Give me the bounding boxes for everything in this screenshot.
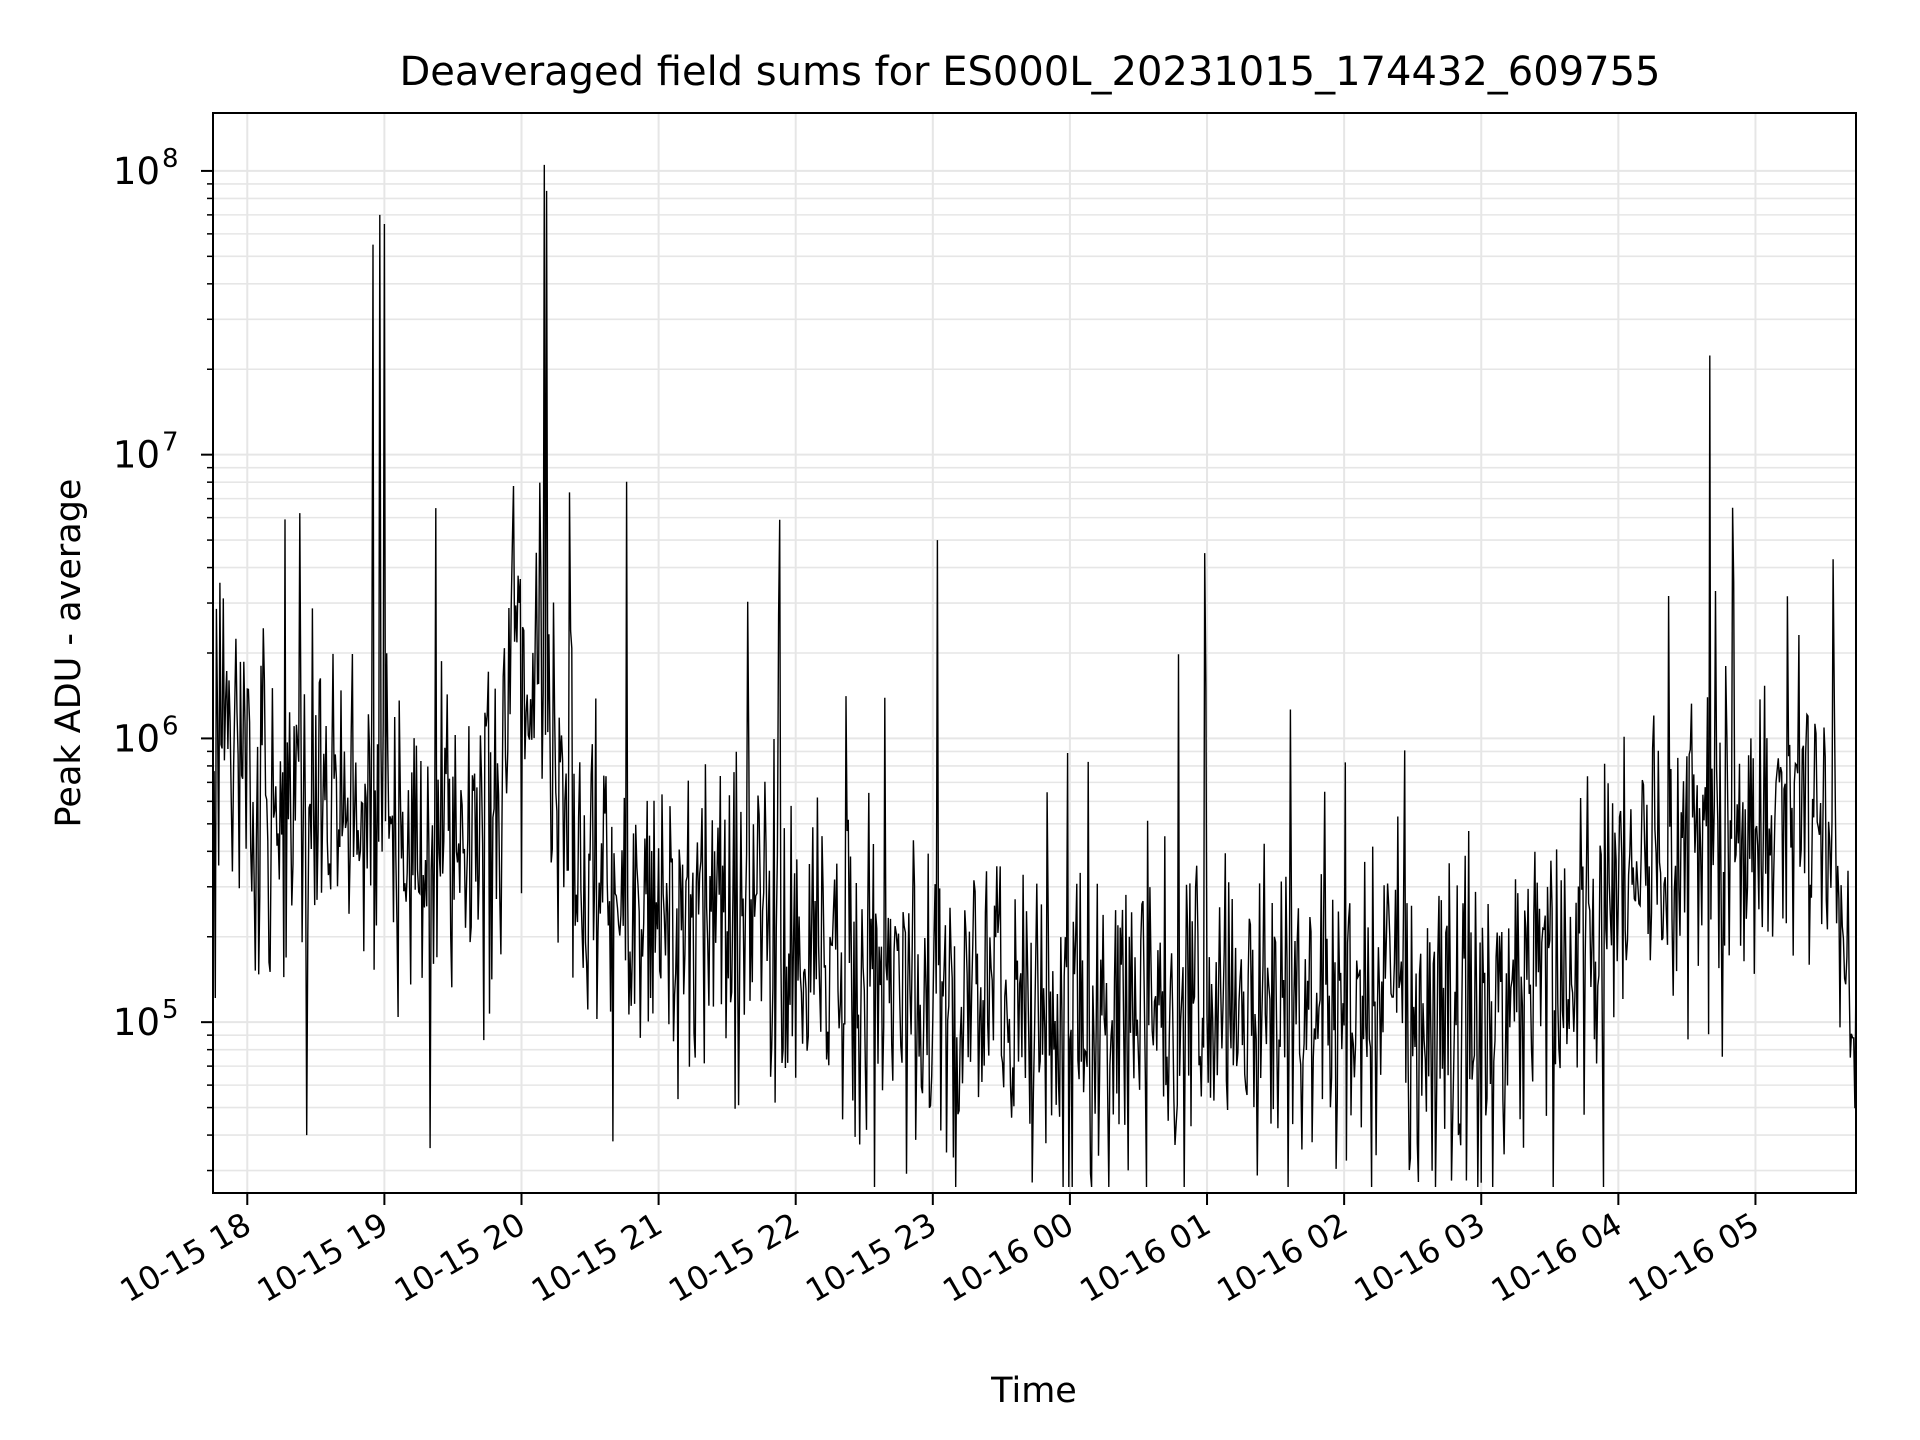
y-tick-exponent: 7 — [162, 428, 179, 458]
x-tick-label: 10-15 23 — [799, 1205, 943, 1310]
y-axis-label: Peak ADU - average — [49, 479, 89, 828]
x-tick-label: 10-16 00 — [936, 1205, 1080, 1310]
grid — [213, 113, 1856, 1193]
chart-title: Deaveraged field sums for ES000L_2023101… — [400, 49, 1661, 95]
x-tick-label: 10-15 20 — [388, 1205, 532, 1310]
x-tick-label: 10-15 18 — [114, 1205, 258, 1310]
y-tick-label: 10 — [113, 434, 160, 477]
x-tick-label: 10-15 22 — [662, 1205, 806, 1310]
x-tick-label: 10-16 04 — [1485, 1205, 1629, 1310]
x-tick-label: 10-15 21 — [525, 1205, 669, 1310]
x-tick-label: 10-16 01 — [1073, 1205, 1217, 1310]
y-tick-exponent: 6 — [162, 711, 179, 741]
y-tick-exponent: 5 — [162, 995, 179, 1025]
series-line — [212, 164, 1857, 1188]
x-tick-label: 10-16 03 — [1348, 1205, 1492, 1310]
x-axis-label: Time — [990, 1371, 1077, 1411]
x-tick-label: 10-15 19 — [251, 1205, 395, 1310]
y-tick-exponent: 8 — [162, 144, 179, 174]
y-tick-label: 10 — [113, 1001, 160, 1044]
x-tick-label: 10-16 02 — [1211, 1205, 1355, 1310]
y-tick-label: 10 — [113, 717, 160, 760]
x-tick-label: 10-16 05 — [1622, 1205, 1766, 1310]
y-tick-label: 10 — [113, 150, 160, 193]
